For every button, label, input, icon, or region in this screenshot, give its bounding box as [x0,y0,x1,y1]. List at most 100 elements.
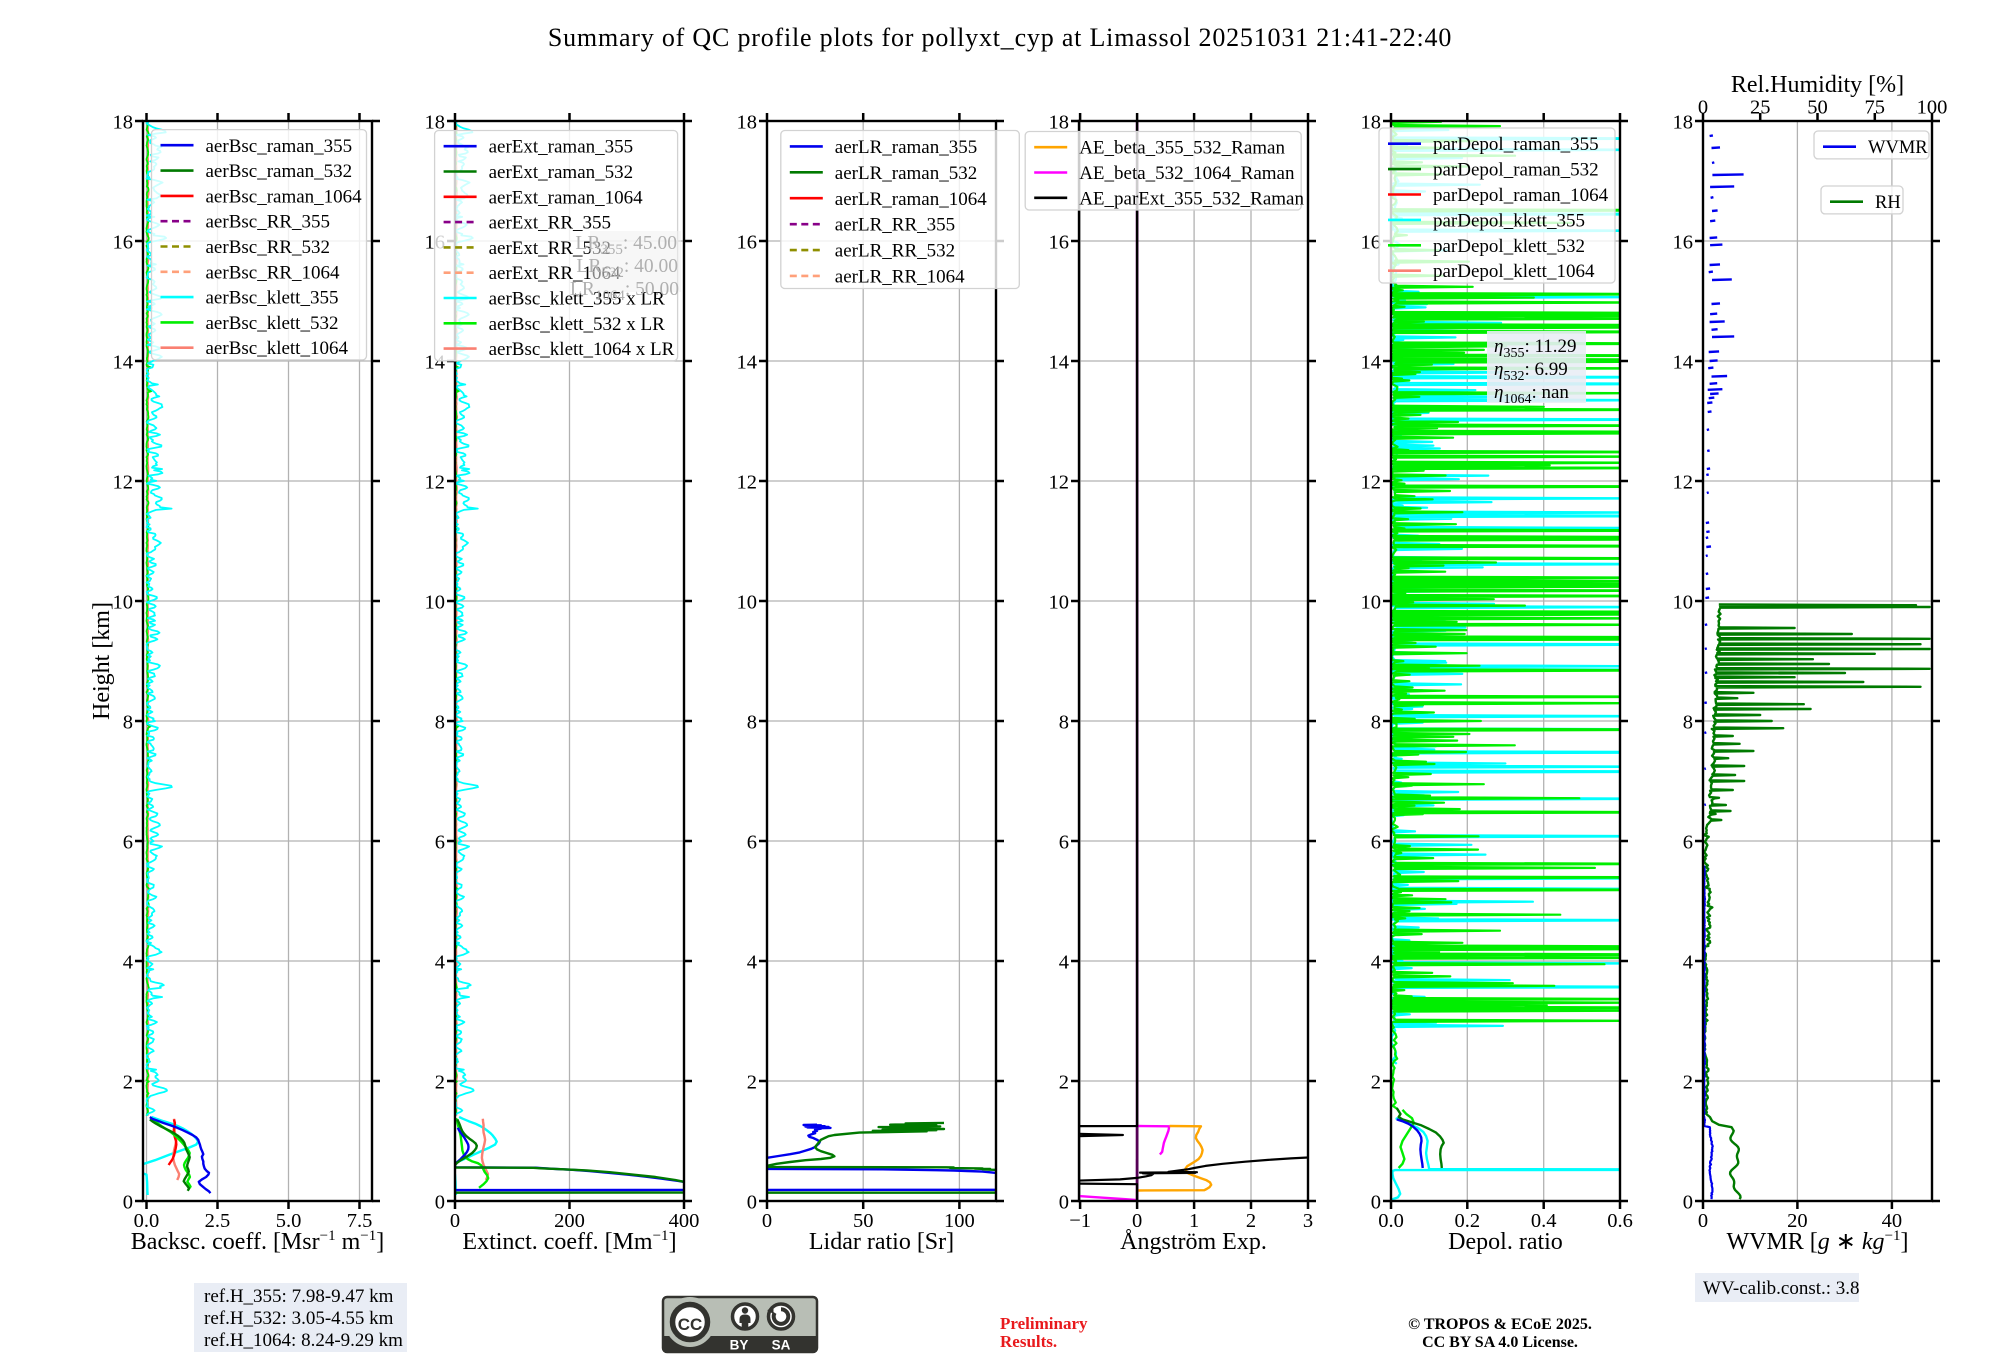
svg-text:2: 2 [435,1071,445,1093]
svg-text:4: 4 [435,951,445,973]
svg-text:ref.H_355: 7.98-9.47 km: ref.H_355: 7.98-9.47 km [204,1286,394,1307]
svg-text:aerLR_RR_355: aerLR_RR_355 [835,215,955,236]
svg-text:WVMR: WVMR [1868,138,1928,158]
svg-text:0: 0 [1698,1210,1708,1232]
svg-text:aerLR_RR_1064: aerLR_RR_1064 [835,266,965,287]
svg-text:parDepol_raman_355: parDepol_raman_355 [1433,134,1599,155]
svg-text:aerExt_RR_532: aerExt_RR_532 [489,238,611,259]
svg-text:aerBsc_klett_532: aerBsc_klett_532 [206,313,339,334]
svg-text:0: 0 [123,1191,133,1213]
svg-text:parDepol_klett_532: parDepol_klett_532 [1433,236,1585,257]
svg-text:2: 2 [1683,1071,1693,1093]
svg-text:0: 0 [1371,1191,1381,1213]
svg-text:12: 12 [1673,471,1694,493]
svg-text:aerExt_RR_355: aerExt_RR_355 [489,213,611,234]
svg-text:3: 3 [1303,1210,1313,1232]
svg-text:4: 4 [1683,951,1693,973]
svg-text:6: 6 [1059,831,1069,853]
svg-text:18: 18 [1673,111,1694,133]
svg-text:aerExt_raman_1064: aerExt_raman_1064 [489,187,644,208]
svg-text:parDepol_klett_355: parDepol_klett_355 [1433,210,1585,231]
svg-text:12: 12 [113,471,134,493]
svg-text:parDepol_raman_1064: parDepol_raman_1064 [1433,185,1609,206]
svg-text:8: 8 [435,711,445,733]
svg-text:aerBsc_RR_532: aerBsc_RR_532 [206,237,331,258]
svg-text:6: 6 [123,831,133,853]
svg-text:8: 8 [747,711,757,733]
svg-text:WV-calib.const.: 3.8: WV-calib.const.: 3.8 [1703,1278,1860,1299]
svg-text:aerBsc_klett_1064 x LR: aerBsc_klett_1064 x LR [489,339,675,360]
svg-text:18: 18 [1049,111,1070,133]
svg-text:aerBsc_RR_1064: aerBsc_RR_1064 [206,262,341,283]
svg-text:AE_parExt_355_532_Raman: AE_parExt_355_532_Raman [1079,188,1304,209]
svg-text:aerBsc_klett_355: aerBsc_klett_355 [206,288,339,309]
svg-text:6: 6 [1371,831,1381,853]
svg-text:Extinct. coeff. [Mm−1]: Extinct. coeff. [Mm−1] [462,1228,676,1255]
svg-text:10: 10 [113,591,134,613]
svg-text:16: 16 [1361,231,1382,253]
svg-text:8: 8 [1683,711,1693,733]
svg-text:Rel.Humidity [%]: Rel.Humidity [%] [1731,72,1904,98]
svg-text:aerBsc_klett_1064: aerBsc_klett_1064 [206,338,349,359]
svg-text:50: 50 [1807,97,1828,119]
svg-text:ref.H_1064: 8.24-9.29 km: ref.H_1064: 8.24-9.29 km [204,1330,403,1351]
svg-text:Results.: Results. [1000,1332,1057,1351]
svg-text:Preliminary: Preliminary [1000,1314,1088,1333]
svg-text:4: 4 [1059,951,1069,973]
svg-text:10: 10 [1673,591,1694,613]
svg-text:BY: BY [730,1338,749,1353]
svg-text:0.4: 0.4 [1531,1210,1557,1232]
svg-text:AE_beta_532_1064_Raman: AE_beta_532_1064_Raman [1079,163,1295,184]
svg-text:2: 2 [1246,1210,1256,1232]
svg-text:18: 18 [737,111,758,133]
svg-text:4: 4 [1371,951,1381,973]
svg-text:14: 14 [113,351,134,373]
svg-text:10: 10 [1361,591,1382,613]
svg-text:10: 10 [425,591,446,613]
svg-text:0: 0 [747,1191,757,1213]
svg-text:12: 12 [737,471,758,493]
svg-text:25: 25 [1750,97,1771,119]
svg-text:16: 16 [1049,231,1070,253]
svg-text:0: 0 [1132,1210,1142,1232]
svg-text:14: 14 [1673,351,1694,373]
svg-text:5.0: 5.0 [276,1210,302,1232]
svg-text:LR532: 40.00: LR532: 40.00 [576,256,678,281]
svg-text:aerLR_raman_532: aerLR_raman_532 [835,163,977,184]
svg-text:14: 14 [737,351,758,373]
svg-text:0: 0 [1683,1191,1693,1213]
svg-text:12: 12 [425,471,446,493]
svg-text:14: 14 [1361,351,1382,373]
svg-text:aerBsc_klett_532 x LR: aerBsc_klett_532 x LR [489,314,666,335]
svg-text:aerLR_RR_532: aerLR_RR_532 [835,241,955,262]
svg-text:8: 8 [123,711,133,733]
svg-text:Backsc. coeff. [Msr−1 m−1]: Backsc. coeff. [Msr−1 m−1] [131,1228,384,1255]
svg-text:ref.H_532: 3.05-4.55 km: ref.H_532: 3.05-4.55 km [204,1308,394,1329]
svg-text:0: 0 [435,1191,445,1213]
svg-text:AE_beta_355_532_Raman: AE_beta_355_532_Raman [1079,138,1285,159]
svg-text:aerBsc_klett_355 x LR: aerBsc_klett_355 x LR [489,288,666,309]
svg-text:18: 18 [425,111,446,133]
svg-text:−1: −1 [1069,1210,1091,1232]
svg-text:SA: SA [772,1338,791,1353]
svg-text:0: 0 [762,1210,772,1232]
svg-text:14: 14 [1049,351,1070,373]
svg-text:aerExt_RR_1064: aerExt_RR_1064 [489,263,621,284]
svg-text:16: 16 [1673,231,1694,253]
svg-text:6: 6 [747,831,757,853]
svg-text:aerBsc_RR_355: aerBsc_RR_355 [206,212,331,233]
svg-text:0.2: 0.2 [1455,1210,1481,1232]
svg-text:aerLR_raman_1064: aerLR_raman_1064 [835,189,987,210]
svg-text:Ångström Exp.: Ångström Exp. [1120,1229,1267,1255]
svg-text:parDepol_raman_532: parDepol_raman_532 [1433,160,1599,181]
svg-text:η355: 11.29: η355: 11.29 [1494,336,1577,361]
svg-text:40: 40 [1882,1210,1903,1232]
svg-text:10: 10 [1049,591,1070,613]
svg-text:η532: 6.99: η532: 6.99 [1494,359,1568,384]
svg-text:0.0: 0.0 [1378,1210,1404,1232]
svg-text:75: 75 [1865,97,1886,119]
svg-text:RH: RH [1875,193,1901,213]
svg-text:LR1064: 50.00: LR1064: 50.00 [570,279,679,304]
svg-text:7.5: 7.5 [347,1210,373,1232]
svg-text:200: 200 [554,1210,585,1232]
